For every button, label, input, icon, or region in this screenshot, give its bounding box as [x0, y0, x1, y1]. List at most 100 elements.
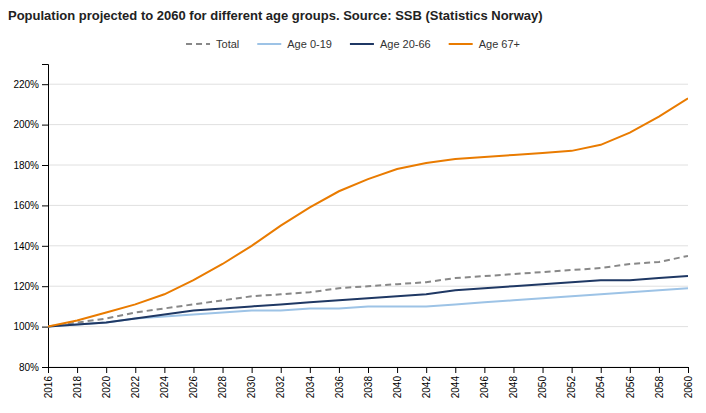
tick-label: 2050: [537, 376, 548, 399]
tick: 2050: [537, 367, 548, 398]
tick: 2044: [450, 367, 461, 398]
tick-mark: [252, 367, 253, 373]
tick: 120%: [13, 281, 48, 292]
tick-mark: [164, 367, 165, 373]
tick-mark: [368, 367, 369, 373]
tick-mark: [484, 367, 485, 373]
tick-mark: [42, 205, 48, 206]
tick: 2018: [72, 367, 83, 398]
grid-line: [48, 245, 688, 246]
tick: 2054: [595, 367, 606, 398]
grid-line: [48, 326, 688, 327]
legend-label: Age 20-66: [380, 38, 431, 50]
tick-label: 2046: [479, 376, 490, 399]
tick-mark: [281, 367, 282, 373]
axis-line: [49, 368, 689, 374]
tick-label: 220%: [13, 79, 39, 90]
tick-mark: [42, 286, 48, 287]
tick: 2026: [188, 367, 199, 398]
tick: 2048: [508, 367, 519, 398]
tick-label: 2036: [334, 376, 345, 399]
grid-line: [48, 124, 688, 125]
x-axis: 2016 2018 2020 2022 2024 2026 2028 2030 2032 2034…: [43, 367, 694, 398]
tick-mark: [42, 327, 48, 328]
tick: 200%: [13, 119, 48, 130]
tick-label: 2058: [654, 376, 665, 399]
tick-mark: [455, 367, 456, 373]
tick: 2016: [43, 367, 54, 398]
tick-label: 180%: [13, 160, 39, 171]
tick-label: 160%: [13, 200, 39, 211]
legend-swatch: [449, 43, 473, 45]
tick: 2038: [363, 367, 374, 398]
tick: 2030: [246, 367, 257, 398]
tick-label: 2048: [508, 376, 519, 399]
tick-mark: [42, 246, 48, 247]
tick: 2056: [625, 367, 636, 398]
lines: [48, 98, 688, 326]
tick-label: 200%: [13, 119, 39, 130]
tick-mark: [193, 367, 194, 373]
legend-swatch: [350, 43, 374, 45]
tick-mark: [688, 367, 689, 373]
tick: 80%: [19, 362, 48, 373]
tick-label: 2018: [72, 376, 83, 399]
tick-mark: [42, 165, 48, 166]
tick-label: 2054: [595, 376, 606, 399]
chart: Population projected to 2060 for differe…: [0, 0, 706, 413]
tick-mark: [310, 367, 311, 373]
tick: 2020: [101, 367, 112, 398]
tick-label: 100%: [13, 321, 39, 332]
tick-mark: [426, 367, 427, 373]
grid-line: [48, 84, 688, 85]
tick: 2060: [683, 367, 694, 398]
legend-swatch: [257, 43, 281, 45]
tick-mark: [601, 367, 602, 373]
tick: 140%: [13, 241, 48, 252]
tick-mark: [48, 367, 49, 373]
tick-label: 2016: [43, 376, 54, 399]
line: [48, 288, 688, 326]
tick-mark: [77, 367, 78, 373]
tick: 2046: [479, 367, 490, 398]
tick: 180%: [13, 160, 48, 171]
tick: 2036: [334, 367, 345, 398]
tick-mark: [572, 367, 573, 373]
tick-mark: [42, 367, 48, 368]
tick-label: 2020: [101, 376, 112, 399]
tick: 160%: [13, 200, 48, 211]
axis-line: [42, 65, 49, 368]
legend-label: Total: [216, 38, 239, 50]
tick-label: 2026: [188, 376, 199, 399]
tick-mark: [397, 367, 398, 373]
grid-line: [48, 205, 688, 206]
tick-label: 2028: [217, 376, 228, 399]
tick-label: 2022: [130, 376, 141, 399]
tick-mark: [106, 367, 107, 373]
tick-label: 120%: [13, 281, 39, 292]
tick-label: 2034: [305, 376, 316, 399]
tick: 220%: [13, 79, 48, 90]
tick: 2032: [275, 367, 286, 398]
legend: TotalAge 0-19Age 20-66Age 67+: [186, 38, 520, 50]
tick-label: 80%: [19, 362, 39, 373]
tick-label: 2060: [683, 376, 694, 399]
tick: 2028: [217, 367, 228, 398]
tick: 2024: [159, 367, 170, 398]
tick-label: 2042: [421, 376, 432, 399]
legend-item: Total: [186, 38, 239, 50]
tick: 2034: [305, 367, 316, 398]
legend-label: Age 67+: [479, 38, 520, 50]
tick-mark: [135, 367, 136, 373]
tick-label: 2044: [450, 376, 461, 399]
tick-mark: [513, 367, 514, 373]
tick-label: 2040: [392, 376, 403, 399]
legend-swatch: [186, 43, 210, 45]
tick-label: 2056: [625, 376, 636, 399]
tick-label: 2032: [275, 376, 286, 399]
tick-mark: [42, 125, 48, 126]
grid: [48, 84, 688, 367]
y-axis: 80% 100% 120% 140% 160% 180% 200% 220%: [13, 65, 48, 373]
line: [48, 256, 688, 327]
tick: 2042: [421, 367, 432, 398]
